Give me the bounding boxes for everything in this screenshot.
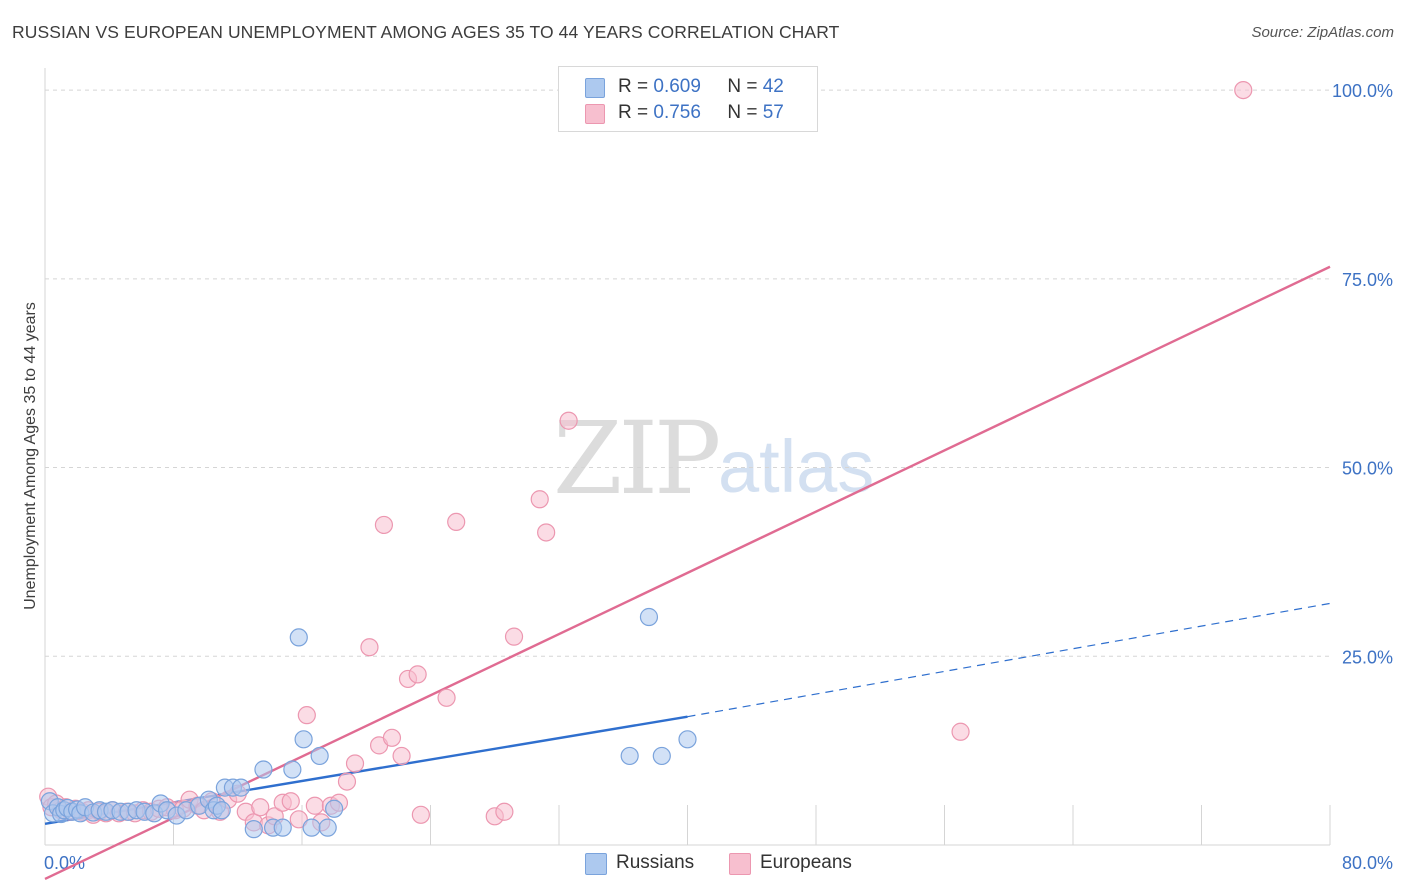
x-tick-label: 80.0% bbox=[1342, 853, 1393, 873]
russians-point bbox=[325, 799, 344, 818]
europeans-point bbox=[1234, 80, 1253, 100]
europeans-point bbox=[408, 665, 427, 684]
russians-point bbox=[254, 760, 273, 779]
europeans-point bbox=[382, 728, 402, 747]
russians-point bbox=[310, 746, 329, 766]
europeans-point bbox=[559, 411, 578, 430]
legend-text-europeans: R = 0.756 N = 57 bbox=[618, 102, 784, 124]
r-value: 0.609 bbox=[653, 76, 701, 97]
russians-point bbox=[212, 801, 231, 820]
europeans-point bbox=[530, 490, 549, 509]
n-label: N = bbox=[727, 102, 758, 123]
r-label: R = bbox=[618, 102, 649, 123]
europeans-point bbox=[360, 638, 379, 657]
europeans-point bbox=[289, 810, 308, 829]
gridlines bbox=[44, 68, 1331, 846]
y-tick-label: 50.0% bbox=[1342, 459, 1393, 479]
legend: R = 0.609 N = 42 R = 0.756 N = 57 bbox=[558, 66, 818, 132]
russians-point bbox=[652, 746, 671, 766]
chart-title: RUSSIAN VS EUROPEAN UNEMPLOYMENT AMONG A… bbox=[12, 22, 840, 42]
r-value: 0.756 bbox=[653, 102, 701, 123]
europeans-point bbox=[504, 627, 524, 646]
y-tick-label: 25.0% bbox=[1342, 647, 1393, 667]
europeans-point bbox=[281, 792, 300, 811]
europeans-point bbox=[337, 772, 357, 791]
n-label: N = bbox=[727, 76, 758, 97]
europeans-point bbox=[447, 512, 466, 532]
russians-point bbox=[620, 746, 639, 766]
russians-point bbox=[231, 778, 251, 797]
russians-point bbox=[244, 820, 263, 839]
russians-point bbox=[302, 818, 321, 837]
x-tick-label: 0.0% bbox=[44, 853, 85, 873]
tick-labels: 25.0% 50.0% 75.0% 100.0% 0.0% 80.0% bbox=[44, 81, 1393, 873]
europeans-point bbox=[537, 523, 556, 542]
watermark-atlas: atlas bbox=[718, 425, 875, 508]
n-value: 42 bbox=[762, 76, 784, 97]
russians-legend-swatch bbox=[585, 853, 607, 875]
russians-swatch bbox=[585, 78, 605, 98]
russians-point bbox=[294, 730, 313, 749]
y-tick-label: 75.0% bbox=[1342, 270, 1393, 290]
russians-point bbox=[639, 607, 659, 627]
watermark-zip: ZIP bbox=[553, 400, 721, 517]
russians-legend-label: Russians bbox=[616, 852, 695, 873]
r-label: R = bbox=[618, 76, 649, 97]
russians-point bbox=[273, 818, 292, 837]
russians-point bbox=[318, 818, 337, 837]
russians-point bbox=[289, 628, 308, 647]
russians-trend-extension bbox=[687, 602, 1331, 718]
europeans-legend-swatch bbox=[729, 853, 751, 875]
europeans-point bbox=[951, 722, 970, 741]
europeans-point bbox=[374, 515, 394, 535]
europeans-swatch bbox=[585, 104, 605, 124]
y-tick-label: 100.0% bbox=[1332, 81, 1393, 101]
europeans-point bbox=[297, 706, 316, 725]
europeans-legend-label: Europeans bbox=[760, 852, 852, 873]
source-label: Source: ZipAtlas.com bbox=[1251, 24, 1394, 41]
data-points bbox=[39, 80, 1253, 839]
legend-text-russians: R = 0.609 N = 42 bbox=[618, 76, 784, 98]
europeans-point bbox=[251, 798, 270, 817]
europeans-point bbox=[345, 754, 365, 773]
europeans-point bbox=[392, 746, 411, 766]
europeans-point bbox=[411, 805, 430, 824]
europeans-point bbox=[495, 802, 514, 821]
russians-point bbox=[678, 730, 697, 749]
russians-point bbox=[283, 760, 302, 779]
n-value: 57 bbox=[762, 102, 784, 123]
europeans-point bbox=[305, 796, 324, 815]
europeans-point bbox=[437, 688, 456, 707]
